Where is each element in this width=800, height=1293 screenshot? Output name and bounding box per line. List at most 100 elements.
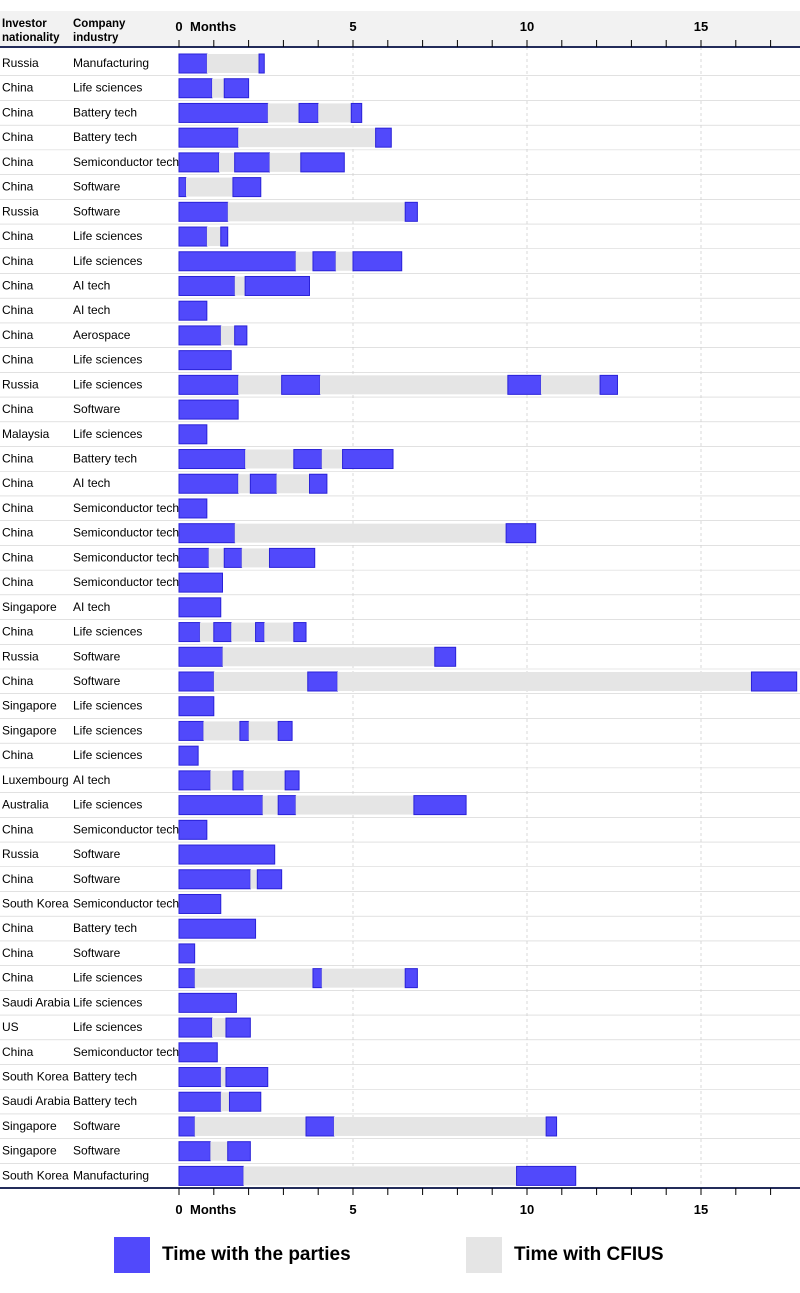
- bar-segment-cfius: [212, 78, 225, 98]
- row-nationality: China: [2, 501, 34, 515]
- chart-row: China Life sciences: [2, 226, 229, 247]
- bar-segment-parties: [178, 177, 187, 198]
- row-industry: Life sciences: [73, 798, 142, 812]
- bar-segment-cfius: [321, 449, 343, 469]
- bar-segment-cfius: [210, 1141, 228, 1161]
- chart-row: Russia Software: [2, 844, 276, 865]
- chart-row: China Software: [2, 869, 283, 890]
- row-nationality: China: [2, 155, 34, 169]
- bar-segment-parties: [178, 696, 215, 717]
- bar-segment-parties: [178, 943, 196, 964]
- row-industry: Battery tech: [73, 130, 137, 144]
- bar-segment-parties: [223, 547, 243, 568]
- bar-segment-cfius: [238, 474, 251, 494]
- row-industry: Semiconductor tech: [73, 896, 179, 910]
- bar-segment-parties: [178, 473, 239, 494]
- bar-segment-parties: [228, 1091, 262, 1112]
- row-industry: AI tech: [73, 278, 110, 292]
- row-industry: Manufacturing: [73, 56, 149, 70]
- chart-row: China Aerospace: [2, 325, 248, 346]
- bar-segment-parties: [300, 152, 345, 173]
- bar-segment-parties: [258, 53, 265, 74]
- row-industry: Life sciences: [73, 971, 142, 985]
- bar-segment-cfius: [213, 672, 308, 691]
- row-nationality: China: [2, 81, 34, 95]
- row-nationality: China: [2, 278, 34, 292]
- bar-segment-parties: [178, 720, 204, 741]
- chart-row: Singapore Software: [2, 1116, 558, 1137]
- bar-segment-parties: [178, 498, 208, 519]
- bar-segment-cfius: [199, 622, 214, 642]
- row-industry: Battery tech: [73, 105, 137, 119]
- bar-segment-parties: [249, 473, 277, 494]
- tick-label-10: 10: [520, 19, 534, 34]
- row-nationality: China: [2, 130, 34, 144]
- bar-segment-parties: [350, 102, 363, 123]
- row-industry: AI tech: [73, 476, 110, 490]
- bar-segment-parties: [178, 918, 257, 939]
- header-nationality-line1: Investor: [2, 18, 47, 30]
- bar-segment-parties: [178, 992, 237, 1013]
- bar-segment-parties: [293, 449, 323, 470]
- tick-label-0: 0: [175, 19, 182, 34]
- bar-segment-cfius: [238, 128, 376, 148]
- row-nationality: China: [2, 921, 34, 935]
- bar-segment-parties: [178, 1017, 213, 1038]
- row-nationality: Singapore: [2, 1119, 57, 1133]
- row-industry: Manufacturing: [73, 1168, 149, 1182]
- bar-segment-cfius: [194, 1116, 307, 1136]
- bar-segment-parties: [178, 547, 210, 568]
- row-nationality: Luxembourg: [2, 773, 69, 787]
- row-nationality: China: [2, 971, 34, 985]
- row-industry: Battery tech: [73, 921, 137, 935]
- bar-segment-cfius: [220, 1092, 230, 1112]
- row-nationality: Saudi Arabia: [2, 1094, 70, 1108]
- bar-segment-cfius: [276, 474, 310, 494]
- bar-segment-cfius: [295, 251, 313, 271]
- bar-segment-parties: [234, 152, 270, 173]
- row-nationality: Russia: [2, 649, 39, 663]
- row-industry: Software: [73, 204, 121, 218]
- bar-segment-parties: [434, 646, 457, 667]
- row-nationality: China: [2, 575, 34, 589]
- bar-segment-parties: [225, 1017, 251, 1038]
- bar-segment-cfius: [243, 770, 286, 790]
- bar-segment-cfius: [250, 869, 258, 889]
- bar-segment-cfius: [234, 523, 507, 543]
- bar-segment-parties: [178, 622, 201, 643]
- row-nationality: China: [2, 748, 34, 762]
- row-industry: Software: [73, 1119, 121, 1133]
- chart-row: China Semiconductor tech: [2, 152, 345, 173]
- bar-segment-parties: [178, 152, 220, 173]
- bar-segment-cfius: [227, 202, 406, 222]
- bar-segment-parties: [281, 374, 321, 395]
- bar-segment-parties: [413, 795, 467, 816]
- row-industry: Life sciences: [73, 353, 142, 367]
- chart-row: China AI tech: [2, 300, 208, 321]
- chart-row: Australia Life sciences: [2, 795, 467, 816]
- chart-row: Saudi Arabia Battery tech: [2, 1091, 262, 1112]
- bar-segment-parties: [309, 473, 328, 494]
- chart-row: China Semiconductor tech: [2, 1042, 218, 1063]
- row-industry: Semiconductor tech: [73, 575, 179, 589]
- legend-swatch-cfius: [466, 1237, 502, 1273]
- bar-segment-cfius: [220, 1067, 226, 1087]
- row-nationality: Australia: [2, 798, 49, 812]
- bar-segment-parties: [256, 869, 283, 890]
- gridlines: [352, 47, 702, 1188]
- bar-segment-parties: [305, 1116, 335, 1137]
- bar-segment-parties: [178, 399, 239, 420]
- chart-row: China Software: [2, 177, 262, 198]
- row-industry: Software: [73, 402, 121, 416]
- bar-segment-parties: [178, 646, 223, 667]
- row-nationality: Russia: [2, 847, 39, 861]
- chart-row: China Semiconductor tech: [2, 819, 208, 840]
- bar-segment-parties: [178, 844, 276, 865]
- bar-segment-parties: [225, 1067, 269, 1088]
- chart-row: Saudi Arabia Life sciences: [2, 992, 237, 1013]
- legend-swatch-parties: [114, 1237, 150, 1273]
- row-nationality: China: [2, 105, 34, 119]
- bar-segment-parties: [312, 251, 337, 272]
- row-industry: Life sciences: [73, 81, 142, 95]
- row-nationality: China: [2, 526, 34, 540]
